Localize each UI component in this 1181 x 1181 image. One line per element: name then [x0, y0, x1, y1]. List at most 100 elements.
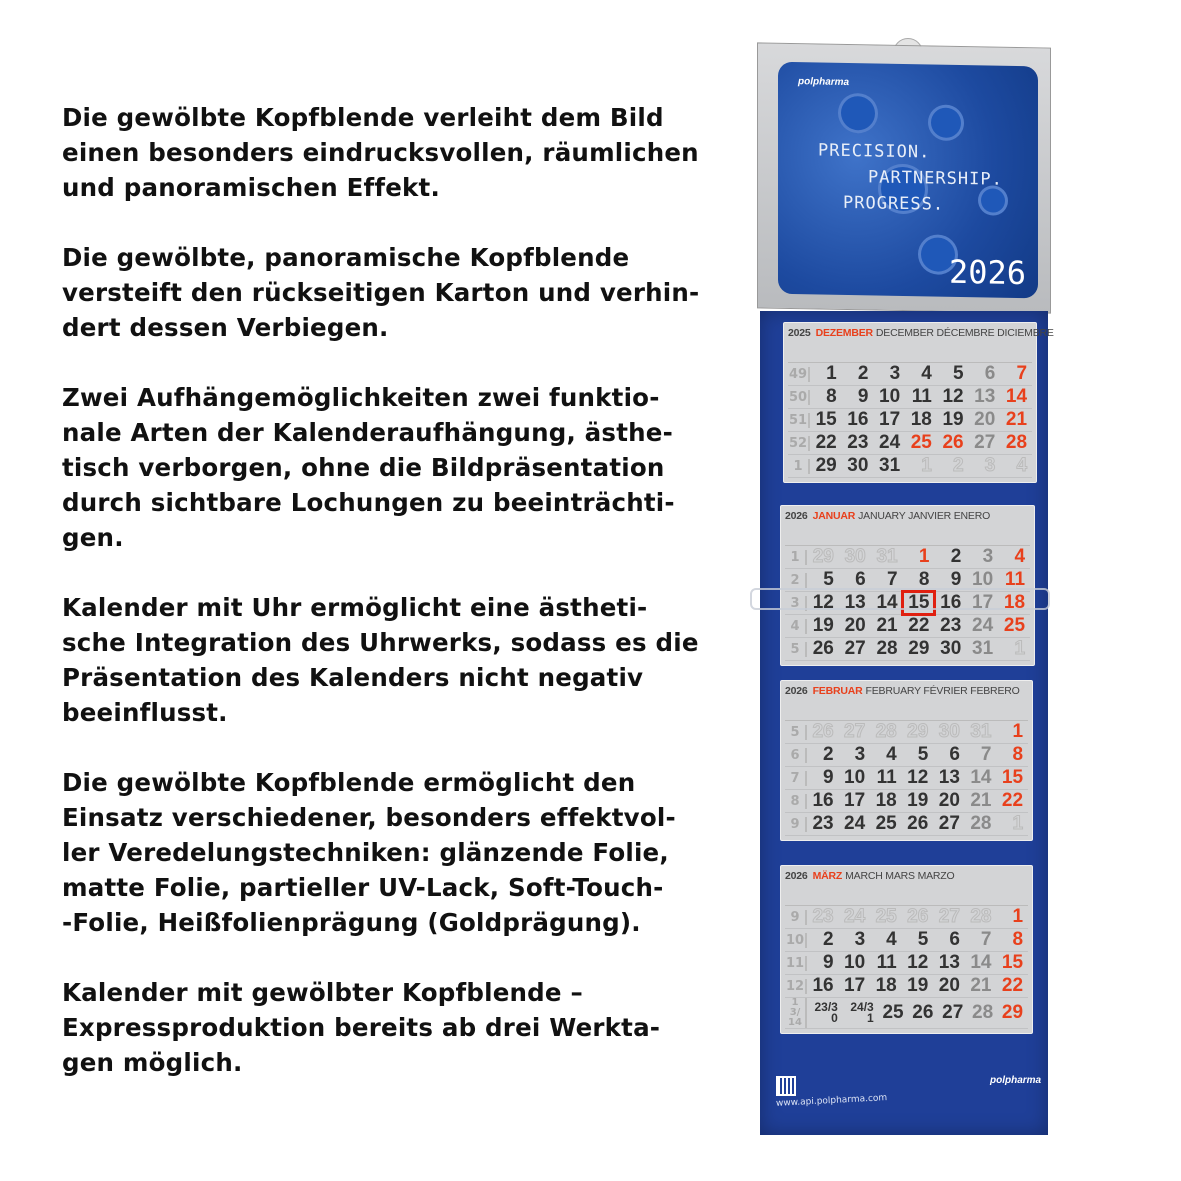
day-cell: 26: [912, 1002, 934, 1023]
day-cell: 1: [1014, 638, 1026, 660]
day-cell: 3: [982, 546, 994, 567]
day-cell: 5: [917, 744, 929, 765]
day-cell: 27: [844, 638, 866, 659]
day-cell: 8: [918, 569, 930, 590]
week-row: 7 9 10 11 12 13 14 15: [785, 767, 1028, 790]
day-cell: 13: [844, 592, 866, 613]
header-artwork: polpharma PRECISION. PARTNERSHIP. PROGRE…: [778, 61, 1038, 299]
day-cell: 11: [876, 767, 897, 788]
week-number: 7: [785, 770, 807, 786]
slogan-line: PRECISION.: [818, 140, 931, 163]
day-cell: 30: [847, 455, 869, 476]
week-row: 9 23 24 25 26 27 28 1: [785, 813, 1028, 836]
paragraph: Zwei Aufhängemöglichkeiten zwei funktio-…: [62, 383, 675, 552]
day-cell: 7: [980, 744, 992, 765]
paragraph: Kalender mit gewölbter Kopfblende – Expr…: [62, 978, 661, 1077]
day-cell: 19: [907, 790, 929, 811]
paragraph: Die gewölbte Kopfblende ermöglicht den E…: [62, 768, 676, 937]
month-title: 2025 DEZEMBER DECEMBER DÉCEMBRE DICIEMBRE: [788, 327, 1054, 341]
calendar-header: polpharma PRECISION. PARTNERSHIP. PROGRE…: [757, 42, 1051, 314]
month-names: MARCH MARS MARZO: [845, 870, 955, 882]
day-cell: 26: [812, 638, 834, 659]
month-title: 2026 MÄRZ MARCH MARS MARZO: [785, 870, 1028, 884]
day-cell: 8: [1012, 929, 1024, 950]
day-cell: 23/30: [814, 1000, 838, 1025]
paragraph: Die gewölbte Kopfblende verleiht dem Bil…: [62, 103, 699, 202]
month-year: 2026: [785, 510, 808, 522]
day-cell: 28: [875, 721, 897, 743]
day-cell: 20: [844, 615, 866, 636]
day-cell: 12: [942, 386, 964, 407]
day-cell: 28: [970, 906, 992, 928]
week-row: 13/14 23/30 24/31 25 26 27 28 29: [785, 998, 1028, 1029]
month-name-de: DEZEMBER: [815, 327, 874, 339]
week-number: 5: [785, 641, 807, 657]
week-number: 1: [788, 458, 810, 474]
day-cell: 2: [857, 363, 869, 384]
day-cell: 20: [938, 975, 960, 996]
day-cell: 29: [908, 638, 930, 659]
day-cell: 19: [907, 975, 929, 996]
day-cell: 19: [942, 409, 964, 430]
day-cell: 12: [907, 952, 929, 973]
month-title: 2026 FEBRUAR FEBRUARY FÉVRIER FEBRERO: [785, 685, 1028, 699]
weekday-header: [785, 524, 1030, 546]
day-cell: 15: [1001, 767, 1024, 788]
day-cell: 10: [879, 386, 901, 407]
day-cell: 25: [882, 1002, 904, 1023]
day-cell: 25: [910, 432, 932, 453]
day-cell: 2: [823, 929, 834, 950]
day-cell: 28: [972, 1002, 994, 1023]
week-number: 9: [785, 816, 807, 832]
week-number: 2: [785, 572, 807, 588]
day-cell: 24/31: [850, 1000, 874, 1025]
day-cell: 29: [907, 721, 929, 743]
day-cell: 16: [812, 790, 834, 811]
month-year: 2026: [785, 870, 808, 882]
week-row: 2 5 6 7 8 9 10 11: [785, 569, 1030, 592]
day-cell: 22: [815, 432, 837, 453]
day-cell: 1: [921, 455, 933, 477]
paragraph: Die gewölbte, panoramische Kopfblende ve…: [62, 243, 700, 342]
day-cell: 2: [950, 546, 962, 567]
day-cell: 6: [984, 363, 996, 384]
day-cell: 30: [938, 721, 960, 743]
day-cell: 25: [875, 906, 897, 928]
day-cell: 4: [921, 363, 932, 384]
week-number: 1: [785, 549, 807, 565]
day-cell: 18: [875, 790, 897, 811]
day-cell: 26: [907, 813, 929, 834]
month-name-de: JANUAR: [812, 510, 856, 522]
day-cell: 18: [910, 409, 932, 430]
day-cell: 14: [1005, 386, 1028, 407]
day-cell: 30: [940, 638, 962, 659]
weekday-header: [785, 884, 1028, 906]
month-names: JANUARY JANVIER ENERO: [858, 510, 991, 522]
day-cell: 16: [812, 975, 834, 996]
month-names: FEBRUARY FÉVRIER FEBRERO: [865, 685, 1020, 697]
date-slider[interactable]: [750, 588, 1050, 610]
day-cell: 17: [844, 975, 866, 996]
day-cell: 14: [970, 767, 992, 788]
day-cell: 21: [1005, 409, 1028, 430]
day-cell: 13: [974, 386, 996, 407]
day-cell: 23: [940, 615, 962, 636]
day-cell: 20: [938, 790, 960, 811]
day-cell: 19: [812, 615, 834, 636]
week-number: 4: [785, 618, 807, 634]
day-cell: 3: [984, 455, 996, 477]
day-cell: 28: [970, 813, 992, 834]
day-cell: 1: [1012, 906, 1024, 927]
day-cell: 9: [950, 569, 962, 590]
week-row: 49 1 2 3 4 5 6 7: [788, 363, 1032, 386]
day-cell: 14: [970, 952, 992, 973]
week-row: 5 26 27 28 29 30 31 1: [785, 638, 1030, 661]
day-cell: 16: [847, 409, 869, 430]
day-cell: 13: [938, 767, 960, 788]
day-cell: 21: [970, 975, 992, 996]
day-cell: 6: [855, 569, 866, 590]
day-cell: 31: [876, 546, 898, 568]
weekday-header: [788, 341, 1032, 363]
day-cell: 1: [1012, 813, 1024, 835]
